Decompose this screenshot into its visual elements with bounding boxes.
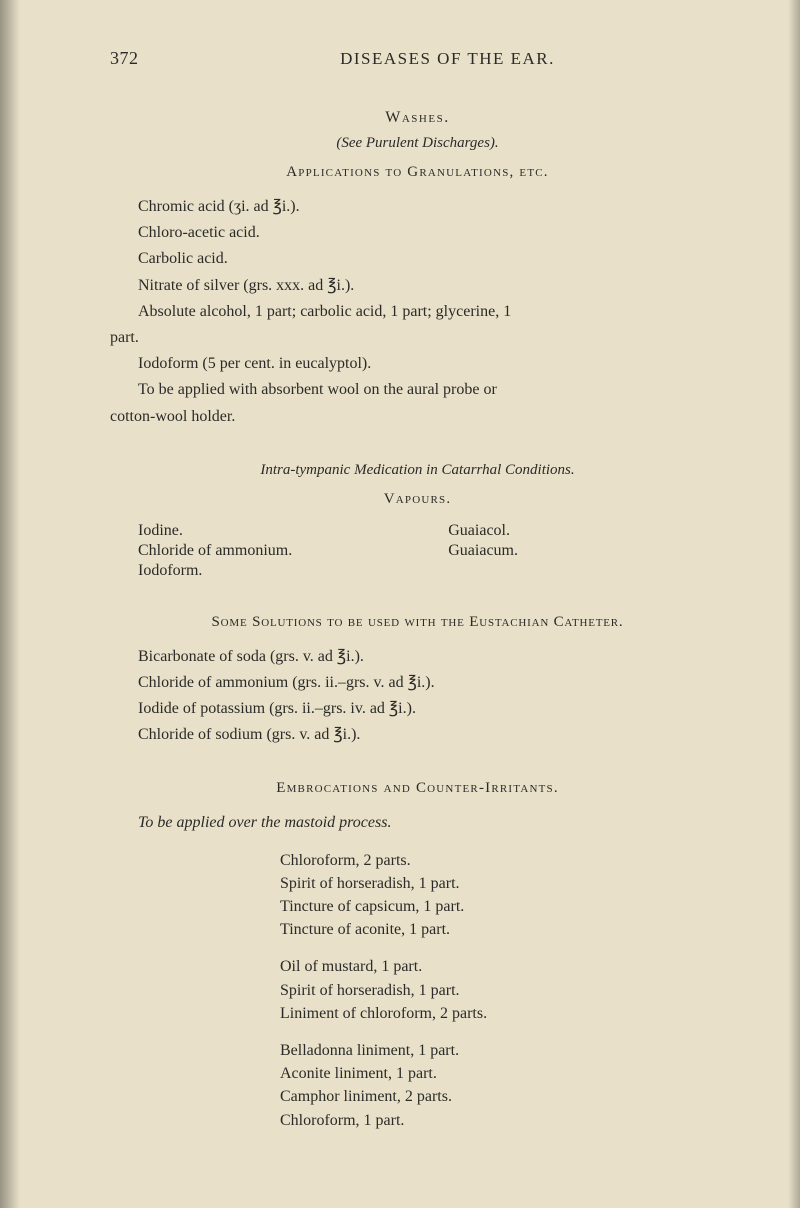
- applications-heading: Applications to Granulations, etc.: [110, 164, 725, 181]
- vapours-right: [448, 562, 725, 580]
- body-text: Iodide of potassium (grs. ii.–grs. iv. a…: [110, 697, 725, 720]
- page-number: 372: [110, 48, 170, 69]
- recipe-line: Oil of mustard, 1 part.: [280, 955, 725, 978]
- body-text: Chloride of sodium (grs. v. ad ℥i.).: [110, 723, 725, 746]
- body-text: Chromic acid (ʒi. ad ℥i.).: [110, 195, 725, 218]
- recipe-line: Tincture of aconite, 1 part.: [280, 918, 725, 941]
- body-text: Carbolic acid.: [110, 247, 725, 270]
- eustachian-heading: Some Solutions to be used with the Eusta…: [110, 614, 725, 631]
- recipe-line: Chloroform, 2 parts.: [280, 849, 725, 872]
- vapours-left: Iodoform.: [110, 562, 448, 580]
- recipe-line: Spirit of horseradish, 1 part.: [280, 979, 725, 1002]
- body-text: Chloro-acetic acid.: [110, 221, 725, 244]
- recipe-line: Aconite liniment, 1 part.: [280, 1062, 725, 1085]
- intratympanic-heading: Intra-tympanic Medication in Catarrhal C…: [110, 462, 725, 479]
- vapours-left: Chloride of ammonium.: [110, 542, 448, 560]
- recipe-line: Spirit of horseradish, 1 part.: [280, 872, 725, 895]
- body-text: To be applied with absorbent wool on the…: [110, 378, 725, 401]
- vapours-heading: Vapours.: [110, 491, 725, 508]
- recipe-block: Oil of mustard, 1 part. Spirit of horser…: [280, 955, 725, 1025]
- vapours-row: Chloride of ammonium. Guaiacum.: [110, 542, 725, 560]
- embrocations-subtitle: To be applied over the mastoid process.: [110, 811, 725, 834]
- vapours-right: Guaiacol.: [448, 522, 725, 540]
- body-text: part.: [110, 326, 725, 349]
- body-text: Bicarbonate of soda (grs. v. ad ℥i.).: [110, 645, 725, 668]
- vapours-left: Iodine.: [110, 522, 448, 540]
- body-text: Nitrate of silver (grs. xxx. ad ℥i.).: [110, 274, 725, 297]
- body-text: Chloride of ammonium (grs. ii.–grs. v. a…: [110, 671, 725, 694]
- running-head: DISEASES OF THE EAR.: [170, 49, 725, 69]
- recipe-block: Belladonna liniment, 1 part. Aconite lin…: [280, 1039, 725, 1132]
- recipe-line: Belladonna liniment, 1 part.: [280, 1039, 725, 1062]
- recipe-line: Liniment of chloroform, 2 parts.: [280, 1002, 725, 1025]
- vapours-right: Guaiacum.: [448, 542, 725, 560]
- recipe-block: Chloroform, 2 parts. Spirit of horseradi…: [280, 849, 725, 942]
- page-content: 372 DISEASES OF THE EAR. Washes. (See Pu…: [0, 0, 800, 1172]
- recipe-line: Tincture of capsicum, 1 part.: [280, 895, 725, 918]
- washes-heading: Washes.: [110, 109, 725, 127]
- body-text: Iodoform (5 per cent. in eucalyptol).: [110, 352, 725, 375]
- recipe-line: Chloroform, 1 part.: [280, 1109, 725, 1132]
- recipe-line: Camphor liniment, 2 parts.: [280, 1085, 725, 1108]
- vapours-row: Iodine. Guaiacol.: [110, 522, 725, 540]
- body-text: Absolute alcohol, 1 part; carbolic acid,…: [110, 300, 725, 323]
- embrocations-heading: Embrocations and Counter-Irritants.: [110, 780, 725, 797]
- body-text: cotton-wool holder.: [110, 405, 725, 428]
- washes-subtitle: (See Purulent Discharges).: [110, 135, 725, 152]
- vapours-row: Iodoform.: [110, 562, 725, 580]
- page-header: 372 DISEASES OF THE EAR.: [110, 48, 725, 69]
